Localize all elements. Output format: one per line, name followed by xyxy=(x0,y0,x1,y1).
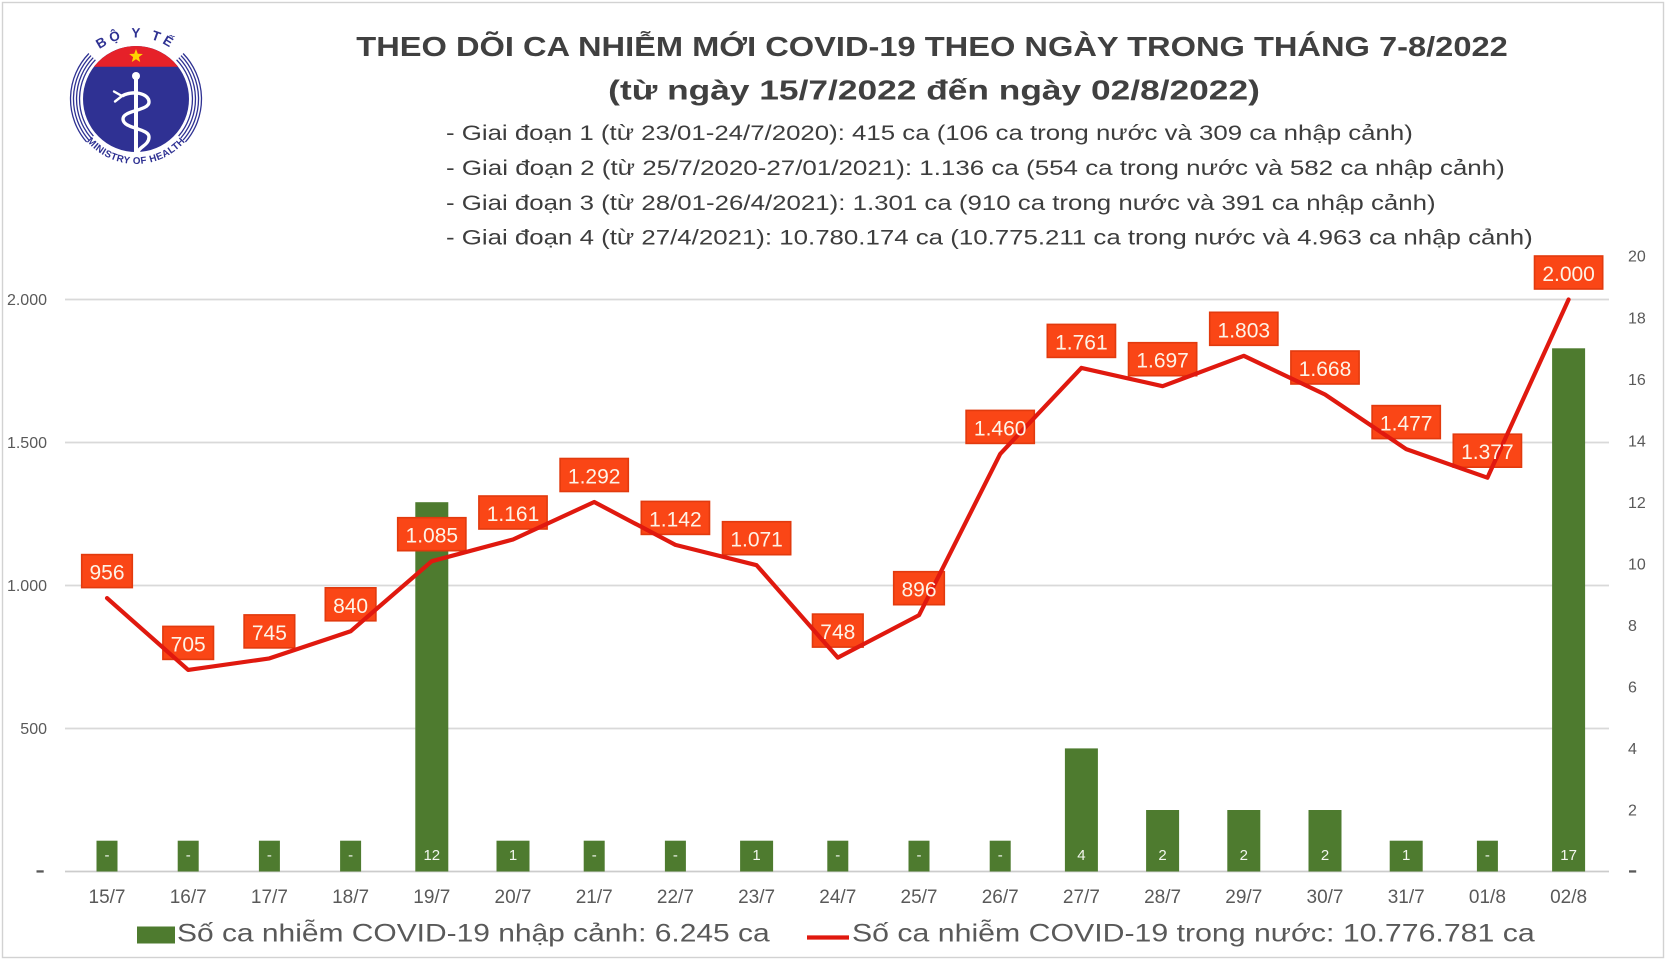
svg-text:16/7: 16/7 xyxy=(170,887,207,908)
svg-text:(từ ngày 15/7/2022 đến ngày 02: (từ ngày 15/7/2022 đến ngày 02/8/2022) xyxy=(608,74,1260,106)
svg-text:1.000: 1.000 xyxy=(7,578,47,595)
svg-text:1: 1 xyxy=(752,847,760,864)
svg-text:17: 17 xyxy=(1560,847,1577,864)
svg-text:1.500: 1.500 xyxy=(7,435,47,452)
svg-text:23/7: 23/7 xyxy=(738,887,775,908)
svg-text:12: 12 xyxy=(1628,495,1646,512)
svg-text:24/7: 24/7 xyxy=(819,887,856,908)
svg-text:17/7: 17/7 xyxy=(251,887,288,908)
svg-text:27/7: 27/7 xyxy=(1063,887,1100,908)
svg-text:1: 1 xyxy=(509,847,517,864)
svg-text:Số ca nhiễm COVID-19 nhập cảnh: Số ca nhiễm COVID-19 nhập cảnh: 6.245 ca xyxy=(177,919,770,947)
svg-text:-: - xyxy=(105,847,110,864)
svg-text:-: - xyxy=(673,847,678,864)
svg-text:31/7: 31/7 xyxy=(1388,887,1425,908)
svg-text:THEO DÕI CA NHIỄM MỚI COVID-19: THEO DÕI CA NHIỄM MỚI COVID-19 THEO NGÀY… xyxy=(356,31,1507,62)
svg-text:896: 896 xyxy=(901,579,936,602)
svg-text:745: 745 xyxy=(252,622,287,645)
svg-text:20: 20 xyxy=(1628,249,1646,266)
svg-text:-: - xyxy=(998,847,1003,864)
svg-text:-: - xyxy=(835,847,840,864)
svg-text:22/7: 22/7 xyxy=(657,887,694,908)
svg-text:-: - xyxy=(917,847,922,864)
svg-text:-: - xyxy=(267,847,272,864)
svg-text:28/7: 28/7 xyxy=(1144,887,1181,908)
svg-text:2: 2 xyxy=(1321,847,1329,864)
svg-text:29/7: 29/7 xyxy=(1225,887,1262,908)
svg-text:8: 8 xyxy=(1628,618,1637,635)
svg-text:4: 4 xyxy=(1628,741,1637,758)
svg-text:956: 956 xyxy=(89,562,124,585)
svg-text:18: 18 xyxy=(1628,310,1646,327)
svg-text:25/7: 25/7 xyxy=(901,887,938,908)
svg-text:2: 2 xyxy=(1240,847,1248,864)
svg-text:1.460: 1.460 xyxy=(974,417,1027,440)
svg-text:- Giai đoạn 2 (từ 25/7/2020-27: - Giai đoạn 2 (từ 25/7/2020-27/01/2021):… xyxy=(446,156,1505,180)
svg-text:18/7: 18/7 xyxy=(332,887,369,908)
svg-text:1.697: 1.697 xyxy=(1136,350,1189,373)
svg-text:4: 4 xyxy=(1077,847,1085,864)
svg-text:1.761: 1.761 xyxy=(1055,331,1108,354)
svg-text:840: 840 xyxy=(333,595,368,618)
svg-text:02/8: 02/8 xyxy=(1550,887,1587,908)
svg-text:1: 1 xyxy=(1402,847,1410,864)
svg-text:Số ca nhiễm COVID-19 trong nướ: Số ca nhiễm COVID-19 trong nước: 10.776.… xyxy=(852,919,1535,947)
svg-text:1.477: 1.477 xyxy=(1380,413,1433,436)
svg-text:2.000: 2.000 xyxy=(1542,263,1595,286)
svg-text:1.377: 1.377 xyxy=(1461,441,1514,464)
svg-text:6: 6 xyxy=(1628,680,1637,697)
svg-text:16: 16 xyxy=(1628,372,1646,389)
svg-text:-: - xyxy=(592,847,597,864)
svg-text:2.000: 2.000 xyxy=(7,292,47,309)
svg-text:2: 2 xyxy=(1628,803,1637,820)
svg-text:12: 12 xyxy=(423,847,440,864)
svg-text:14: 14 xyxy=(1628,433,1646,450)
svg-text:19/7: 19/7 xyxy=(413,887,450,908)
svg-text:2: 2 xyxy=(1158,847,1166,864)
svg-text:01/8: 01/8 xyxy=(1469,887,1506,908)
svg-text:705: 705 xyxy=(171,633,206,656)
svg-text:- Giai đoạn 1 (từ 23/01-24/7/2: - Giai đoạn 1 (từ 23/01-24/7/2020): 415 … xyxy=(446,121,1413,145)
svg-text:20/7: 20/7 xyxy=(495,887,532,908)
svg-text:1.161: 1.161 xyxy=(487,503,540,526)
svg-text:-: - xyxy=(1485,847,1490,864)
svg-text:26/7: 26/7 xyxy=(982,887,1019,908)
svg-text:748: 748 xyxy=(820,621,855,644)
svg-text:1.668: 1.668 xyxy=(1299,358,1352,381)
svg-text:15/7: 15/7 xyxy=(89,887,126,908)
svg-text:1.292: 1.292 xyxy=(568,466,621,489)
svg-text:500: 500 xyxy=(20,721,47,738)
svg-text:1.142: 1.142 xyxy=(649,508,702,531)
svg-text:1.803: 1.803 xyxy=(1218,319,1271,342)
svg-text:30/7: 30/7 xyxy=(1307,887,1344,908)
svg-text:-: - xyxy=(348,847,353,864)
svg-text:- Giai đoạn 3 (từ 28/01-26/4/2: - Giai đoạn 3 (từ 28/01-26/4/2021): 1.30… xyxy=(446,191,1436,215)
svg-text:21/7: 21/7 xyxy=(576,887,613,908)
svg-text:- Giai đoạn 4 (từ 27/4/2021):: - Giai đoạn 4 (từ 27/4/2021): 10.780.174… xyxy=(446,226,1533,250)
svg-text:1.071: 1.071 xyxy=(730,529,783,552)
svg-text:10: 10 xyxy=(1628,557,1646,574)
svg-text:-: - xyxy=(186,847,191,864)
svg-text:1.085: 1.085 xyxy=(406,525,459,548)
